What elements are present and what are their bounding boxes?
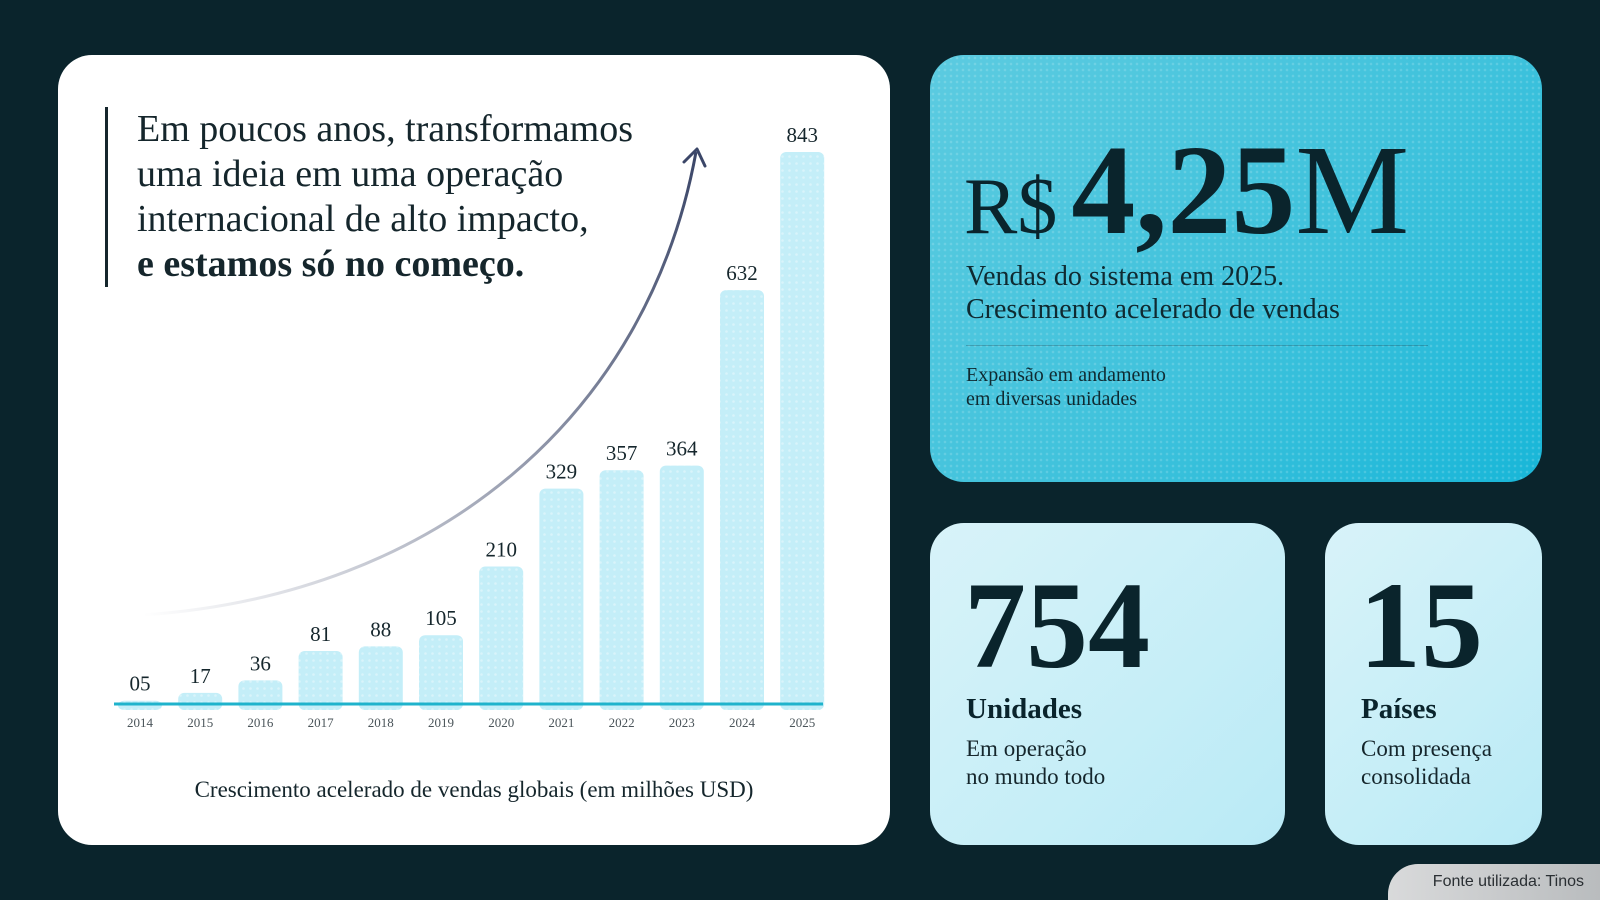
x-tick-2022: 2022	[609, 715, 635, 730]
x-tick-2016: 2016	[247, 715, 274, 730]
x-tick-2023: 2023	[669, 715, 695, 730]
value-label-2016: 36	[250, 651, 271, 675]
countries-desc-line-2: consolidada	[1361, 764, 1471, 789]
sales-note-line-1: Expansão em andamento	[966, 364, 1166, 386]
sales-amount-suffix: M	[1295, 119, 1410, 261]
x-tick-2025: 2025	[789, 715, 815, 730]
bar-texture-2023	[659, 465, 704, 710]
x-tick-2024: 2024	[729, 715, 756, 730]
currency-symbol: R$	[964, 163, 1058, 251]
bar-texture-2020	[479, 566, 524, 710]
x-tick-2018: 2018	[368, 715, 394, 730]
units-desc-line-2: no mundo todo	[966, 764, 1106, 789]
countries-desc-line-1: Com presença	[1361, 736, 1492, 761]
bar-texture-2018	[358, 646, 403, 710]
bar-texture-2017	[298, 650, 343, 710]
growth-arrow-curve	[142, 151, 698, 617]
sales-amount: R$ 4,25M	[964, 117, 1409, 264]
bar-texture-2022	[599, 470, 644, 710]
x-tick-2015: 2015	[187, 715, 213, 730]
headline-quote: Em poucos anos, transformamos uma ideia …	[105, 107, 697, 287]
value-label-2025: 843	[786, 123, 818, 147]
bar-texture-2019	[419, 635, 463, 710]
quote-line-3: internacional de alto impacto,	[137, 198, 589, 240]
value-label-2014: 05	[130, 672, 151, 696]
value-label-2015: 17	[190, 664, 211, 688]
value-label-2017: 81	[310, 622, 331, 646]
value-label-2019: 105	[425, 606, 457, 630]
quote-line-4: e estamos só no começo.	[137, 243, 525, 285]
sales-desc-line-2: Crescimento acelerado de vendas	[966, 294, 1340, 325]
countries-label: Países	[1361, 693, 1437, 725]
x-tick-2014: 2014	[127, 715, 154, 730]
x-tick-2019: 2019	[428, 715, 454, 730]
sales-description: Vendas do sistema em 2025. Crescimento a…	[966, 260, 1340, 326]
bar-texture-2016	[238, 680, 283, 710]
growth-arrow-head	[682, 147, 707, 168]
sales-amount-number: 4,25	[1071, 119, 1296, 261]
units-card: 754 Unidades Em operação no mundo todo	[930, 523, 1285, 845]
countries-value: 15	[1359, 557, 1483, 694]
x-tick-2021: 2021	[548, 715, 574, 730]
sales-chart-card: 05 2014 17 2015 36 2016 81 2017 88 2018 105 2019 210…	[58, 55, 890, 845]
chart-caption: Crescimento acelerado de vendas globais …	[194, 777, 754, 802]
units-value: 754	[964, 557, 1150, 694]
sales-total-card: R$ 4,25M Vendas do sistema em 2025. Cresc…	[930, 55, 1542, 482]
sales-divider	[966, 345, 1428, 346]
units-description: Em operação no mundo todo	[966, 735, 1105, 791]
bar-texture-2025	[780, 152, 825, 710]
bar-chart: 05 2014 17 2015 36 2016 81 2017 88 2018 105 2019 210…	[114, 123, 825, 730]
quote-line-1: Em poucos anos, transformamos	[137, 108, 634, 150]
x-tick-2020: 2020	[488, 715, 514, 730]
quote-line-2: uma ideia em uma operação	[137, 153, 564, 195]
value-label-2024: 632	[726, 261, 758, 285]
bar-texture-2015	[178, 692, 223, 710]
sales-desc-line-1: Vendas do sistema em 2025.	[966, 261, 1285, 292]
units-label: Unidades	[966, 693, 1083, 725]
x-tick-2017: 2017	[308, 715, 335, 730]
bar-texture-2024	[720, 290, 764, 710]
sales-note: Expansão em andamento em diversas unidad…	[966, 363, 1166, 411]
countries-description: Com presença consolidada	[1361, 735, 1492, 791]
value-label-2022: 357	[606, 441, 638, 465]
sales-note-line-2: em diversas unidades	[966, 388, 1138, 410]
countries-card: 15 Países Com presença consolidada	[1325, 523, 1542, 845]
value-label-2021: 329	[546, 460, 578, 484]
units-desc-line-1: Em operação	[966, 736, 1087, 761]
font-note: Fonte utilizada: Tinos	[1388, 864, 1600, 900]
value-label-2020: 210	[485, 537, 517, 561]
bar-texture-2021	[539, 488, 584, 710]
value-label-2023: 364	[666, 437, 698, 461]
value-label-2018: 88	[370, 617, 391, 641]
